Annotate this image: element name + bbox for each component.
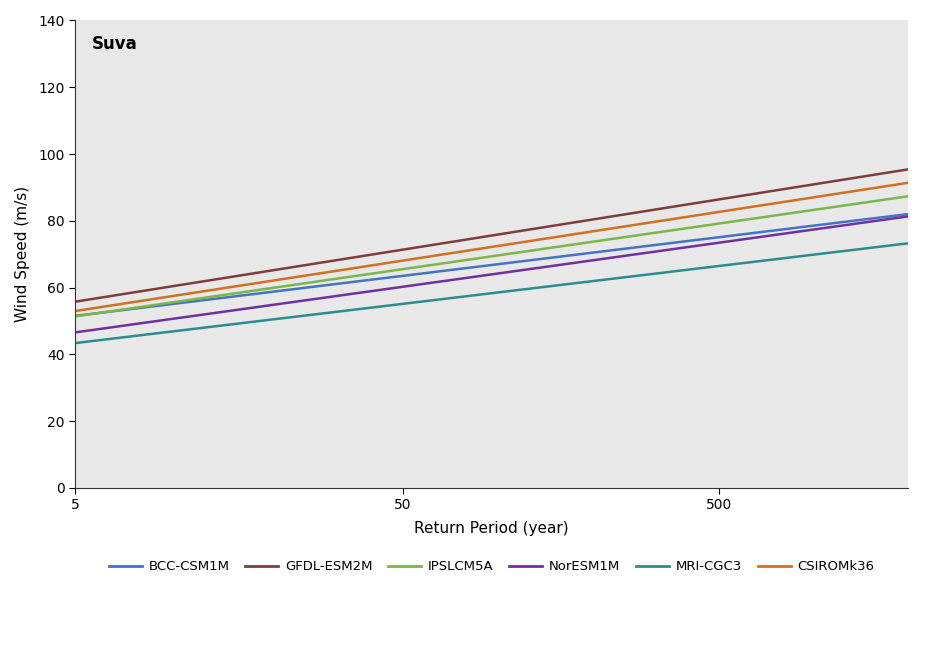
CSIROMk36: [803, 194, 815, 202]
IPSLCM5A: [803, 207, 815, 215]
IPSLCM5A: [898, 193, 909, 201]
Line: GFDL-ESM2M: GFDL-ESM2M: [75, 170, 907, 302]
BCC-CSM1M: [796, 223, 807, 231]
GFDL-ESM2M: [69, 298, 80, 305]
MRI-CGC3: [69, 339, 80, 347]
GFDL-ESM2M: [501, 229, 513, 237]
Line: IPSLCM5A: IPSLCM5A: [75, 196, 907, 317]
MRI-CGC3: [796, 252, 807, 260]
X-axis label: Return Period (year): Return Period (year): [413, 521, 568, 536]
MRI-CGC3: [803, 251, 815, 259]
BCC-CSM1M: [902, 210, 913, 218]
NorESM1M: [898, 213, 909, 221]
CSIROMk36: [69, 307, 80, 315]
GFDL-ESM2M: [869, 170, 881, 178]
CSIROMk36: [902, 179, 913, 187]
Line: MRI-CGC3: MRI-CGC3: [75, 243, 907, 343]
GFDL-ESM2M: [898, 166, 909, 174]
Line: NorESM1M: NorESM1M: [75, 216, 907, 332]
GFDL-ESM2M: [898, 166, 909, 174]
MRI-CGC3: [501, 287, 513, 295]
BCC-CSM1M: [501, 259, 513, 267]
NorESM1M: [898, 213, 909, 221]
NorESM1M: [501, 268, 513, 276]
Line: CSIROMk36: CSIROMk36: [75, 183, 907, 311]
IPSLCM5A: [869, 197, 881, 205]
CSIROMk36: [796, 195, 807, 203]
NorESM1M: [803, 226, 815, 234]
IPSLCM5A: [69, 313, 80, 320]
BCC-CSM1M: [803, 222, 815, 230]
MRI-CGC3: [898, 240, 909, 248]
CSIROMk36: [898, 179, 909, 187]
Text: Suva: Suva: [92, 34, 138, 53]
CSIROMk36: [869, 184, 881, 192]
NorESM1M: [869, 217, 881, 225]
Legend: BCC-CSM1M, GFDL-ESM2M, IPSLCM5A, NorESM1M, MRI-CGC3, CSIROMk36: BCC-CSM1M, GFDL-ESM2M, IPSLCM5A, NorESM1…: [104, 555, 879, 578]
GFDL-ESM2M: [796, 182, 807, 190]
NorESM1M: [796, 227, 807, 235]
IPSLCM5A: [898, 193, 909, 201]
Y-axis label: Wind Speed (m/s): Wind Speed (m/s): [15, 186, 30, 322]
NorESM1M: [902, 213, 913, 220]
BCC-CSM1M: [898, 211, 909, 218]
IPSLCM5A: [902, 192, 913, 200]
BCC-CSM1M: [869, 214, 881, 222]
NorESM1M: [69, 328, 80, 336]
MRI-CGC3: [898, 240, 909, 248]
BCC-CSM1M: [69, 312, 80, 320]
BCC-CSM1M: [898, 211, 909, 218]
CSIROMk36: [898, 179, 909, 187]
CSIROMk36: [501, 240, 513, 248]
GFDL-ESM2M: [803, 181, 815, 189]
IPSLCM5A: [796, 207, 807, 215]
IPSLCM5A: [501, 250, 513, 258]
Line: BCC-CSM1M: BCC-CSM1M: [75, 214, 907, 316]
MRI-CGC3: [902, 239, 913, 247]
MRI-CGC3: [869, 243, 881, 251]
GFDL-ESM2M: [902, 166, 913, 174]
